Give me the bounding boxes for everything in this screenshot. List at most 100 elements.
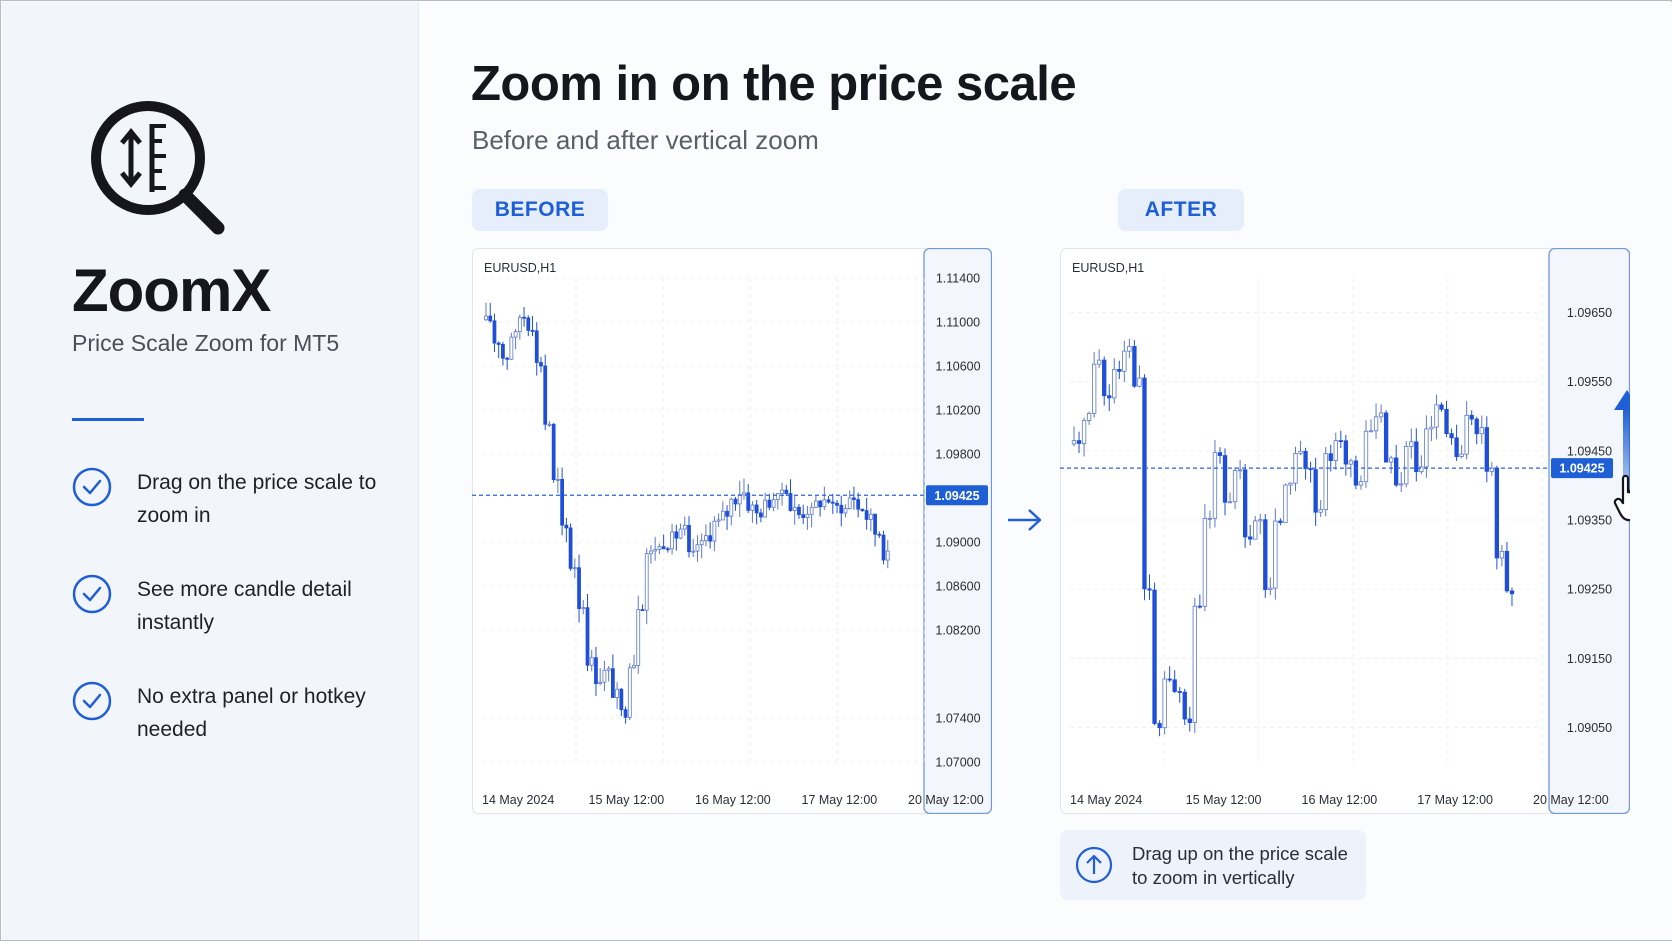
x-tick-label: 14 May 2024 <box>482 793 554 807</box>
candle <box>1081 420 1087 444</box>
candle <box>1097 359 1102 365</box>
candle <box>839 504 844 514</box>
candle <box>1429 426 1434 430</box>
candle <box>1308 468 1313 471</box>
y-tick-label: 1.09550 <box>1567 375 1612 389</box>
candle <box>1227 501 1233 504</box>
candle <box>1409 441 1414 447</box>
candle <box>1273 520 1278 589</box>
candle <box>771 499 776 508</box>
candle <box>484 315 488 321</box>
hand-cursor-icon <box>1613 474 1630 522</box>
candle <box>1187 718 1192 723</box>
candle <box>1373 416 1379 432</box>
candle <box>792 506 797 511</box>
candle <box>644 553 649 611</box>
feature-text: See more candle detail instantly <box>137 578 352 634</box>
y-tick-label: 1.09050 <box>1567 721 1612 735</box>
candle <box>725 510 729 517</box>
candle <box>1086 412 1092 421</box>
arrow-right-icon <box>1008 509 1042 531</box>
candle <box>1283 484 1288 524</box>
candle <box>564 524 569 529</box>
candle <box>780 489 784 494</box>
current-price-tag <box>1551 458 1613 479</box>
candle <box>864 510 869 520</box>
candle <box>712 520 717 542</box>
candle <box>1509 590 1515 595</box>
candle <box>687 525 691 553</box>
x-tick-label: 20 May 12:00 <box>908 793 984 807</box>
candle <box>720 510 725 521</box>
candle <box>733 498 738 505</box>
candle <box>1202 518 1208 607</box>
feature-text: Drag on the price scale to zoom in <box>137 471 377 527</box>
candle <box>522 316 526 319</box>
candle <box>1102 359 1107 397</box>
y-tick-label: 1.09650 <box>1567 306 1612 320</box>
candle <box>708 535 713 542</box>
candle <box>754 504 759 514</box>
candle <box>1504 550 1510 592</box>
divider <box>72 418 144 421</box>
candle <box>517 316 522 332</box>
candle <box>729 498 734 517</box>
candle <box>509 336 514 360</box>
y-tick-label: 1.08600 <box>935 580 980 594</box>
candle <box>1404 446 1409 485</box>
candle <box>1182 691 1187 720</box>
hint-note: Drag up on the price scale to zoom in ve… <box>1060 830 1366 900</box>
candle <box>830 501 835 504</box>
candle <box>551 423 556 481</box>
candle <box>640 609 645 611</box>
candle <box>1388 457 1394 463</box>
before-chart: EURUSD,H1 1.11400 1.11000 1.10600 1.10200 1.0… <box>472 248 992 814</box>
candle <box>843 508 848 514</box>
candle <box>1112 369 1117 399</box>
candle <box>1368 430 1374 433</box>
candle <box>1278 520 1283 524</box>
chart-card <box>472 248 992 814</box>
candle <box>678 528 683 539</box>
y-tick-label: 1.11400 <box>936 272 980 286</box>
candle <box>1363 430 1369 483</box>
y-tick-label: 1.09450 <box>1567 444 1612 458</box>
candle <box>1132 346 1137 387</box>
candle <box>784 489 789 494</box>
y-tick-label: 1.08200 <box>935 624 980 638</box>
candle <box>661 546 666 550</box>
x-tick-label: 16 May 12:00 <box>695 793 771 807</box>
magnifier-price-scale-icon <box>91 101 225 235</box>
candle <box>598 681 603 685</box>
candle <box>805 513 810 518</box>
candle <box>1288 482 1293 486</box>
candle <box>797 506 801 516</box>
candle <box>632 665 636 669</box>
candle <box>1091 363 1097 414</box>
candle <box>873 513 877 535</box>
current-price-tag <box>926 485 988 506</box>
hand-shape <box>1613 474 1630 522</box>
candle <box>572 567 577 570</box>
candle <box>1232 470 1238 503</box>
candle <box>759 512 763 518</box>
candle <box>1449 433 1454 439</box>
candle <box>801 514 806 518</box>
candle <box>1358 481 1364 486</box>
candle <box>1439 404 1444 410</box>
candle <box>636 609 641 666</box>
after-chart: EURUSD,H1 1.09650 1.09550 1.09450 1.09350 1.0… <box>1060 248 1630 814</box>
check-circle-icon <box>72 467 112 507</box>
candle <box>568 527 573 569</box>
price-scale-panel <box>1548 248 1630 814</box>
y-tick-label: 1.11000 <box>936 316 980 330</box>
candle <box>691 550 696 553</box>
candle <box>1499 550 1505 559</box>
candle <box>818 500 822 508</box>
candle <box>1242 469 1248 538</box>
candle <box>1459 453 1464 458</box>
candle <box>543 365 548 425</box>
check-circle-icon <box>72 681 112 721</box>
feature-text: No extra panel or hotkey needed <box>137 685 366 741</box>
candle <box>1444 408 1449 435</box>
